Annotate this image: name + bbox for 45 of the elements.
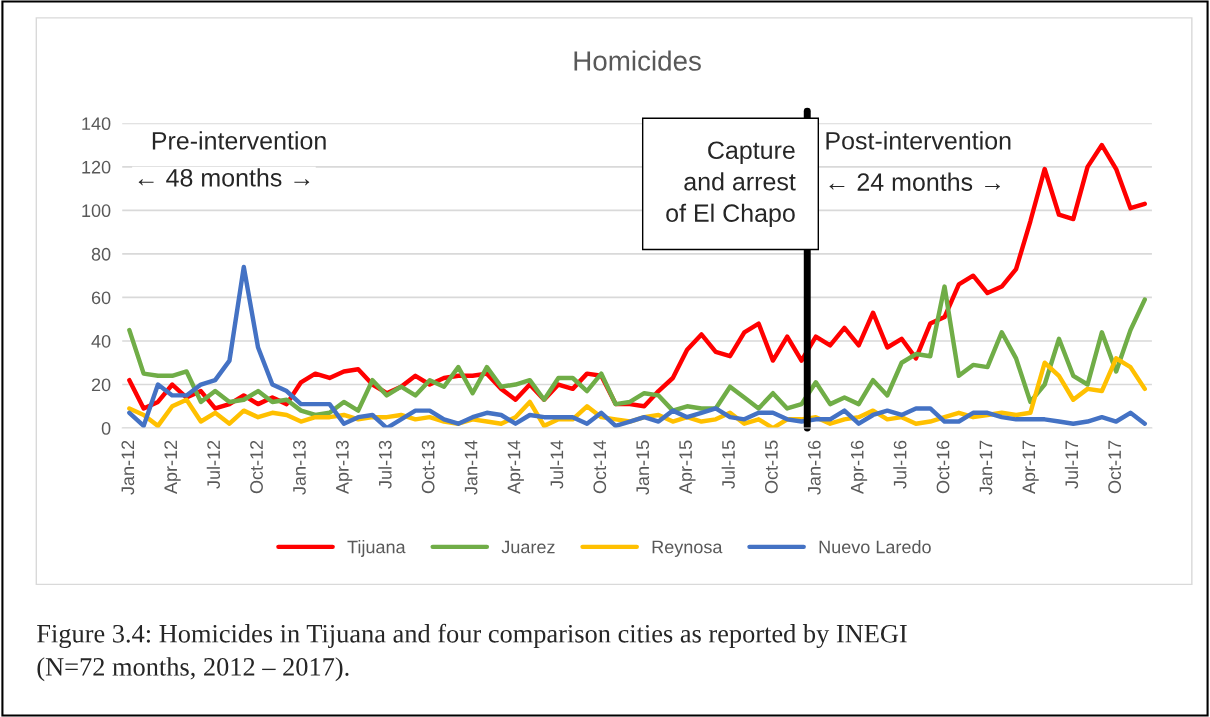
x-tick-label: Jan-13 bbox=[293, 440, 306, 495]
x-tick-label: Apr-12 bbox=[164, 440, 181, 495]
line-series bbox=[127, 264, 1147, 429]
x-tick-label: Apr-16 bbox=[850, 440, 868, 495]
x-tick-label: Jul-15 bbox=[721, 440, 735, 489]
y-tick-label: 60 bbox=[91, 291, 111, 305]
y-tick-label: 140 bbox=[82, 117, 111, 131]
legend-label: Nuevo Laredo bbox=[819, 540, 931, 554]
x-tick-label: Jan-14 bbox=[464, 440, 478, 495]
x-tick-label: Jul-12 bbox=[206, 440, 221, 489]
x-tick-label: Oct-13 bbox=[421, 440, 435, 494]
annotation: Pre-intervention bbox=[152, 131, 326, 150]
x-tick-label: Jan-16 bbox=[807, 440, 821, 495]
x-tick-label: Oct-12 bbox=[250, 440, 263, 494]
x-tick-label: Jan-12 bbox=[121, 440, 135, 495]
x-tick-label: Jul-16 bbox=[893, 440, 907, 489]
y-tick-label: 40 bbox=[91, 334, 111, 348]
x-tick-label: Oct-15 bbox=[764, 440, 778, 494]
x-tick-label: Jul-13 bbox=[378, 440, 392, 489]
annotation: ← 48 months → bbox=[138, 168, 310, 187]
annotation: Post-intervention bbox=[826, 131, 1011, 150]
y-tick-label: 0 bbox=[101, 421, 111, 435]
x-tick-label: Apr-14 bbox=[507, 440, 524, 495]
x-tick-label: Apr-17 bbox=[1022, 440, 1039, 495]
x-tick-label: Jul-17 bbox=[1064, 440, 1079, 489]
x-tick-label: Oct-17 bbox=[1108, 440, 1122, 494]
x-tick-label: Oct-16 bbox=[936, 440, 950, 494]
caption: Figure 3.4: Homicides in Tijuana and four comparison cities as reported by INEGI (N=72 months, 2012 – 2017). bbox=[37, 623, 907, 682]
x-tick-label: Jan-15 bbox=[636, 440, 650, 495]
legend-label: Tijuana bbox=[347, 540, 406, 557]
x-tick-label: Jan-17 bbox=[979, 440, 993, 495]
chart-title: Homicides bbox=[574, 50, 701, 71]
line-series bbox=[127, 284, 1147, 418]
x-tick-label: Apr-13 bbox=[335, 440, 353, 495]
y-tick-label: 80 bbox=[91, 247, 111, 261]
x-tick-label: Jul-14 bbox=[549, 440, 564, 489]
annotation: Capture and arrest of El Chapo bbox=[666, 141, 796, 227]
y-tick-label: 20 bbox=[91, 378, 111, 392]
annotation: ← 24 months → bbox=[829, 172, 1000, 191]
x-tick-label: Oct-14 bbox=[593, 440, 607, 494]
y-tick-label: 120 bbox=[82, 160, 111, 174]
legend-label: Juarez bbox=[501, 540, 555, 554]
y-tick-label: 100 bbox=[82, 204, 111, 218]
x-tick-label: Apr-15 bbox=[679, 440, 696, 495]
legend-label: Reynosa bbox=[652, 540, 723, 557]
